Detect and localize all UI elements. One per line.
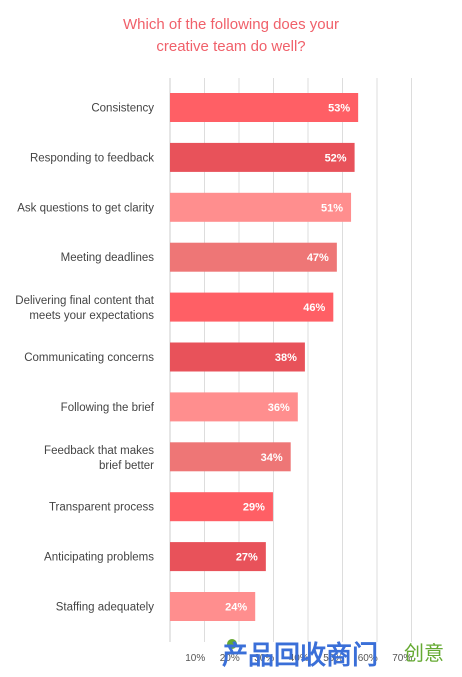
category-label: Consistency	[91, 103, 154, 115]
value-label: 51%	[321, 202, 343, 214]
category-label: Transparent process	[49, 502, 154, 514]
category-label: Delivering final content that	[15, 295, 155, 307]
x-tick-label: 20%	[220, 653, 240, 664]
bar	[170, 392, 298, 422]
watermark-suffix: 创意	[404, 641, 444, 665]
value-label: 47%	[307, 252, 329, 264]
category-label: Responding to feedback	[30, 152, 154, 164]
chart-title-line-1: Which of the following does your	[123, 16, 339, 33]
bar	[170, 492, 273, 522]
value-label: 36%	[268, 402, 290, 414]
category-label: Communicating concerns	[24, 352, 154, 364]
value-label: 24%	[225, 602, 247, 614]
watermark-text: 产品回收商门	[222, 640, 378, 671]
bar	[170, 192, 352, 222]
category-label: brief better	[99, 460, 154, 472]
value-label: 38%	[275, 352, 297, 364]
category-labels: Consistency Responding to feedback Ask que…	[15, 103, 155, 614]
x-tick-labels: 10% 20% 30% 40% 50% 60% 70%	[185, 653, 412, 664]
watermark-graphic: 产品回收商门 创意	[222, 639, 444, 671]
category-label: Meeting deadlines	[61, 252, 155, 264]
value-label: 52%	[325, 152, 347, 164]
value-label: 34%	[261, 452, 283, 464]
bar	[170, 592, 256, 621]
value-labels: 53% 52% 51% 47% 46% 38% 36% 34% 29% 27% 24%	[225, 103, 350, 614]
bars	[170, 93, 359, 621]
leaf-icon	[227, 639, 237, 649]
bar	[170, 93, 359, 122]
category-label: Staffing adequately	[56, 602, 155, 614]
bar	[170, 442, 291, 472]
bar	[170, 142, 355, 172]
value-label: 29%	[243, 502, 265, 514]
x-tick-label: 60%	[358, 653, 378, 664]
x-tick-label: 50%	[323, 653, 343, 664]
x-tick-label: 70%	[392, 653, 412, 664]
value-label: 53%	[328, 103, 350, 115]
bar	[170, 292, 334, 322]
bar	[170, 342, 305, 372]
value-label: 27%	[236, 552, 258, 564]
chart-title: Which of the following does your creativ…	[0, 14, 462, 58]
category-label: Following the brief	[61, 402, 155, 414]
x-tick-label: 30%	[254, 653, 274, 664]
bar	[170, 542, 266, 572]
category-label: Anticipating problems	[44, 552, 154, 564]
x-tick-label: 10%	[185, 653, 205, 664]
category-label: Ask questions to get clarity	[17, 202, 154, 214]
chart-title-line-2: creative team do well?	[156, 38, 306, 55]
bar	[170, 242, 337, 272]
value-label: 46%	[303, 302, 325, 314]
x-tick-label: 40%	[289, 653, 309, 664]
category-label: Feedback that makes	[44, 445, 154, 457]
category-label: meets your expectations	[29, 310, 154, 322]
watermark: 产品回收商门 创意	[222, 636, 462, 672]
